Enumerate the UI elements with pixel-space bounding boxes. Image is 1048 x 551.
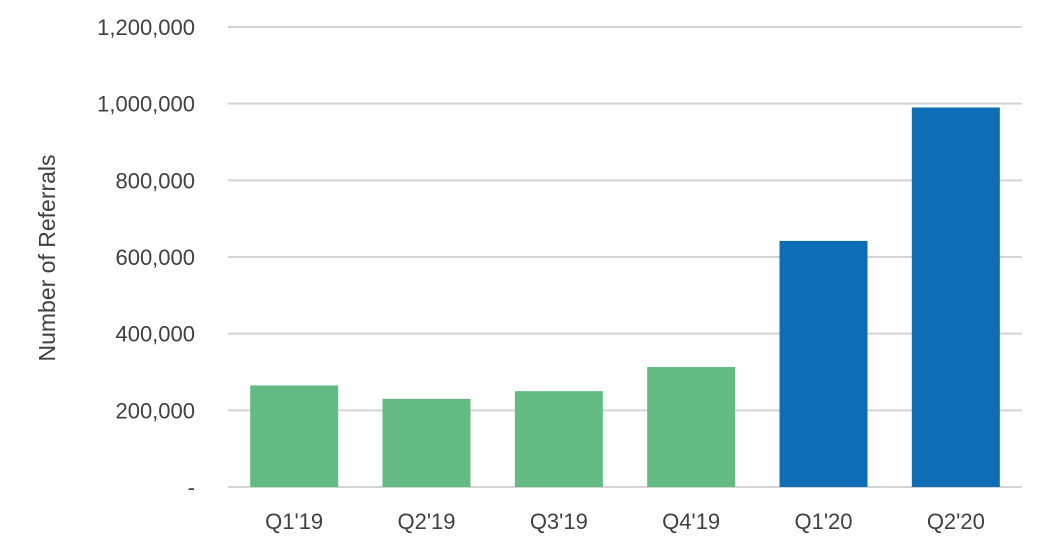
x-tick-label: Q2'19 <box>397 509 455 534</box>
bar <box>911 107 1000 487</box>
y-tick-label: 800,000 <box>115 168 195 193</box>
x-tick-label: Q1'19 <box>265 509 323 534</box>
y-tick-label: 400,000 <box>115 322 195 347</box>
x-tick-label: Q1'20 <box>794 509 852 534</box>
gridlines <box>228 26 1022 488</box>
bar <box>382 398 471 487</box>
y-tick-label: - <box>188 475 195 500</box>
y-axis-tick-labels: - 200,000 400,000 600,000 800,000 1,000,000 1,… <box>97 15 195 500</box>
bar <box>250 385 339 487</box>
y-tick-label: 1,000,000 <box>97 92 195 117</box>
bars <box>250 107 1000 487</box>
bar <box>514 391 603 487</box>
y-tick-label: 200,000 <box>115 398 195 423</box>
x-axis-tick-labels: Q1'19 Q2'19 Q3'19 Q4'19 Q1'20 Q2'20 <box>265 509 985 534</box>
y-tick-label: 1,200,000 <box>97 15 195 40</box>
x-tick-label: Q4'19 <box>662 509 720 534</box>
y-axis-title: Number of Referrals <box>34 154 60 361</box>
x-tick-label: Q2'20 <box>927 509 985 534</box>
bar <box>647 367 736 487</box>
y-tick-label: 600,000 <box>115 245 195 270</box>
x-tick-label: Q3'19 <box>530 509 588 534</box>
bar <box>779 240 868 487</box>
